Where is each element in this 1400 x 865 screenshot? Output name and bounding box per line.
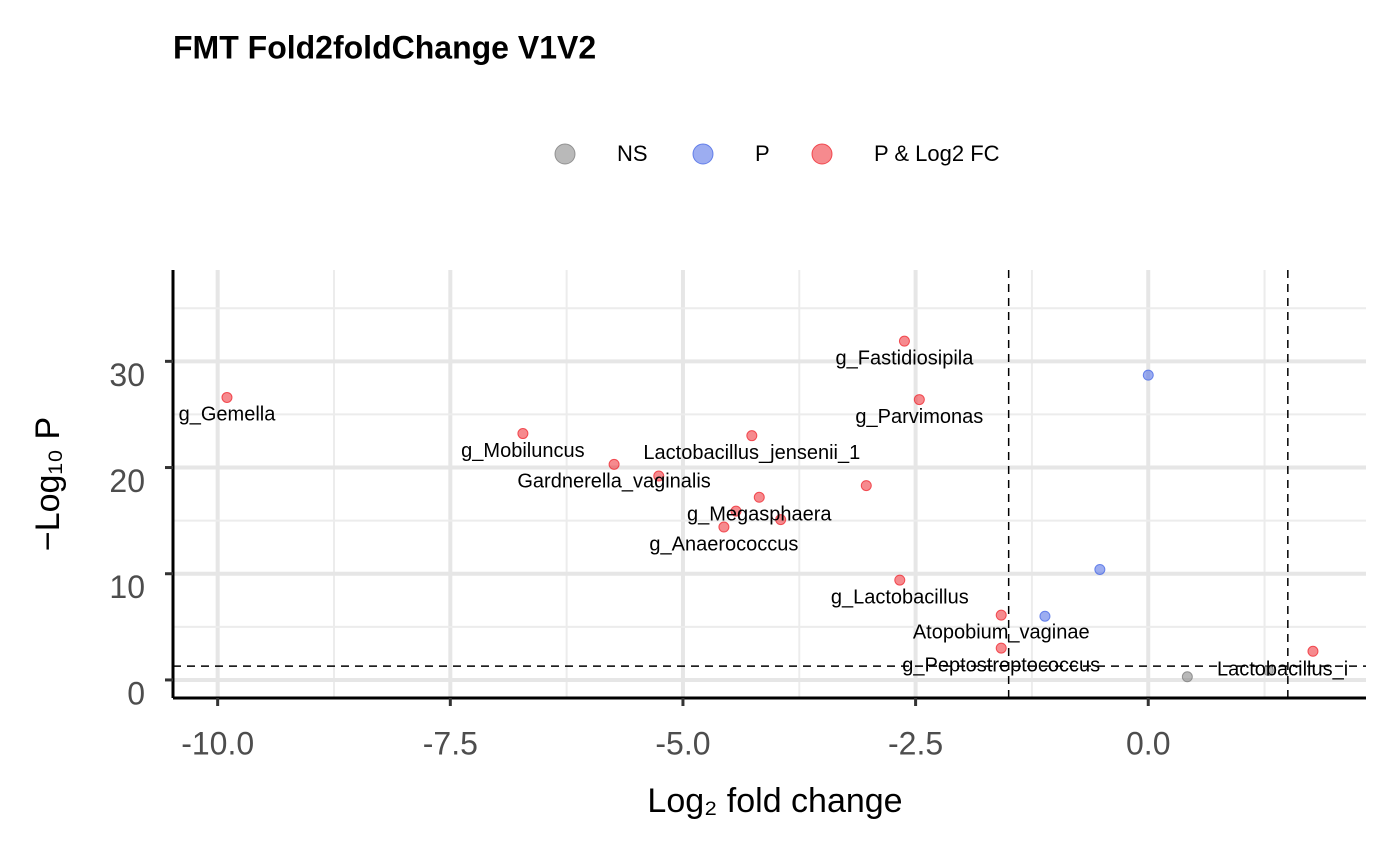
point [517, 428, 529, 440]
point [753, 491, 765, 503]
point-label: Lactobacillus_jensenii_1 [643, 442, 860, 464]
point [608, 458, 620, 470]
point [1142, 369, 1154, 381]
y-tick-label: 0 [127, 675, 145, 711]
point [653, 470, 665, 482]
point [221, 391, 233, 403]
point [718, 521, 730, 533]
point-label: g_Anaerococcus [649, 533, 798, 555]
axes: -10.0 -7.5 -5.0 -2.5 0.0 0 10 20 30 [109, 270, 1366, 761]
point [1039, 610, 1051, 622]
grid [173, 270, 1366, 698]
legend-label: NS [617, 141, 648, 166]
chart-title: FMT Fold2foldChange V1V2 [173, 29, 596, 65]
point-label: Atopobium_vaginae [913, 621, 1090, 643]
point [995, 609, 1007, 621]
y-tick-label: 10 [109, 569, 145, 605]
x-tick-label: -10.0 [181, 725, 254, 761]
point [898, 335, 910, 347]
legend-label: P & Log2 FC [874, 141, 1000, 166]
plot-area: g_Gemella g_Mobiluncus Lactobacillus_jense… [173, 270, 1366, 698]
point-label: g_Gemella [179, 404, 277, 426]
point-label: Lactobacillus_i [1217, 659, 1348, 681]
point [1094, 563, 1106, 575]
y-tick-label: 30 [109, 357, 145, 393]
legend-swatch [554, 143, 576, 165]
point-label: g_Lactobacillus [831, 586, 969, 608]
point [730, 505, 742, 517]
point-label: g_Parvimonas [855, 406, 983, 428]
point [1181, 671, 1193, 683]
y-tick-label: 20 [109, 463, 145, 499]
x-tick-label: -5.0 [655, 725, 710, 761]
point [1307, 645, 1319, 657]
x-axis-title: Log₂ fold change [647, 782, 902, 820]
legend-swatch [811, 143, 833, 165]
point-label: g_Megasphaera [687, 504, 832, 526]
legend-swatch [692, 143, 714, 165]
legend-label: P [755, 141, 770, 166]
point-label: g_Fastidiosipila [836, 347, 975, 369]
point [913, 394, 925, 406]
point [995, 642, 1007, 654]
x-tick-label: -2.5 [888, 725, 943, 761]
point [894, 574, 906, 586]
point-label: g_Mobiluncus [461, 440, 584, 462]
point-label: g_Peptostreptococcus [902, 654, 1100, 676]
point [1262, 664, 1274, 676]
x-tick-label: 0.0 [1126, 725, 1170, 761]
x-tick-label: -7.5 [423, 725, 478, 761]
point-label: Gardnerella_vaginalis [517, 471, 710, 493]
legend: NS P P & Log2 FC [554, 141, 1000, 166]
point [746, 430, 758, 442]
point [860, 480, 872, 492]
point [775, 514, 787, 526]
y-axis-title: −Log₁₀ P [29, 417, 67, 551]
